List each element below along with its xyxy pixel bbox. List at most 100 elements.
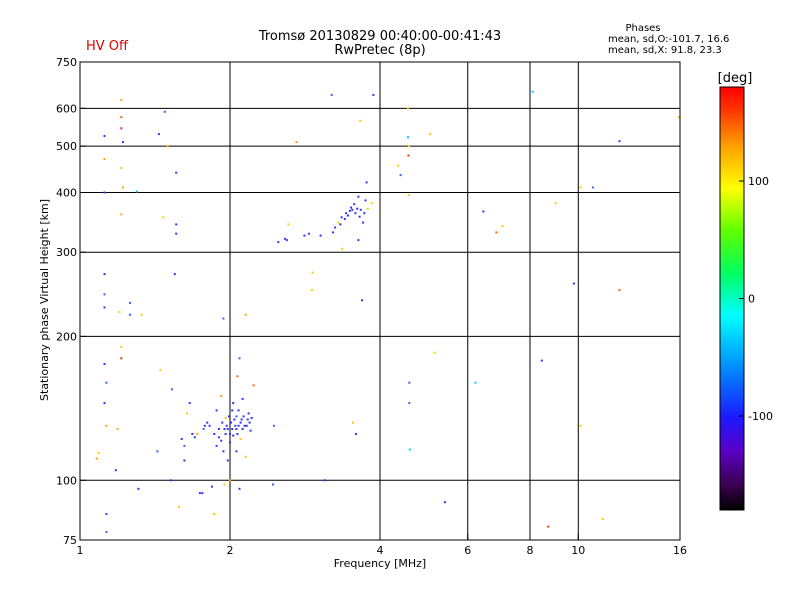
y-ticks: 75 100 200 300 400 500 600 750	[56, 56, 86, 547]
data-point	[353, 203, 356, 206]
y-tick-label: 400	[56, 186, 77, 199]
data-point	[162, 216, 165, 219]
data-point	[341, 247, 344, 250]
data-point	[357, 239, 360, 242]
data-point	[408, 402, 411, 405]
y-tick-label: 600	[56, 102, 77, 115]
data-point	[230, 421, 233, 424]
x-ticks: 1 2 4 6 8 10 16	[77, 534, 687, 557]
data-point	[408, 381, 411, 384]
data-point	[343, 218, 346, 220]
data-point	[217, 428, 220, 430]
data-point	[220, 439, 223, 442]
data-point	[105, 513, 108, 515]
data-point	[572, 282, 575, 285]
data-point	[237, 424, 240, 427]
grid-lines	[80, 62, 680, 540]
data-point	[231, 428, 234, 430]
data-point	[103, 191, 106, 194]
data-point	[406, 136, 409, 139]
y-tick-label: 200	[56, 330, 77, 343]
data-point	[157, 133, 160, 136]
data-point	[235, 450, 238, 453]
data-point	[246, 418, 249, 421]
x-tick-label: 8	[527, 544, 534, 557]
data-point	[303, 234, 306, 237]
data-point	[105, 424, 108, 427]
data-point	[356, 207, 359, 210]
data-point	[591, 186, 594, 189]
data-point	[250, 417, 253, 419]
data-point	[235, 415, 238, 418]
data-point	[140, 313, 143, 316]
data-point	[433, 351, 436, 354]
data-point	[238, 357, 241, 360]
data-point	[213, 513, 216, 515]
data-point	[156, 450, 159, 453]
data-point	[272, 424, 275, 427]
data-point	[362, 221, 365, 224]
data-point	[579, 186, 582, 189]
data-point	[135, 190, 138, 193]
data-point	[122, 186, 124, 189]
data-point	[406, 107, 409, 110]
data-point	[223, 483, 226, 486]
data-point	[186, 412, 189, 415]
data-point	[180, 438, 183, 440]
data-point	[118, 310, 121, 313]
colorbar-tick-label: 100	[748, 175, 769, 188]
data-point	[334, 226, 337, 229]
data-point	[103, 273, 106, 276]
data-point	[105, 530, 108, 533]
data-point	[337, 221, 340, 224]
data-point	[175, 171, 178, 174]
data-point	[407, 145, 410, 148]
data-point	[285, 239, 288, 242]
data-point	[223, 428, 226, 430]
data-point	[166, 145, 169, 148]
data-point	[239, 438, 242, 440]
data-point	[159, 369, 162, 372]
data-point	[120, 346, 123, 348]
data-point	[240, 418, 243, 421]
data-point	[242, 415, 245, 418]
stats-line-o: mean, sd,O:-101.7, 16.6	[608, 34, 729, 45]
data-point	[277, 241, 280, 244]
data-point	[217, 436, 220, 439]
data-point	[237, 409, 240, 412]
data-point	[244, 313, 247, 316]
data-point	[547, 525, 550, 528]
data-point	[443, 501, 446, 504]
status-label: HV Off	[86, 39, 129, 54]
data-point	[122, 141, 124, 144]
data-point	[495, 231, 498, 234]
data-point	[103, 363, 106, 366]
data-point	[202, 428, 205, 430]
colorbar-tick-label: 0	[748, 293, 755, 306]
data-point	[332, 231, 335, 234]
data-point	[531, 90, 534, 93]
data-point	[116, 428, 119, 430]
data-point	[355, 433, 357, 435]
data-point	[350, 206, 353, 209]
data-points	[95, 90, 680, 533]
data-point	[120, 167, 123, 169]
data-point	[540, 359, 543, 362]
x-tick-label: 16	[673, 544, 687, 557]
data-point	[236, 433, 239, 435]
data-point	[120, 116, 123, 119]
y-tick-label: 300	[56, 246, 77, 259]
colorbar-tick-label: -100	[748, 410, 773, 423]
data-point	[225, 424, 228, 427]
data-point	[310, 289, 313, 292]
data-point	[103, 402, 106, 405]
chart-subtitle: RwPretec (8p)	[334, 43, 425, 58]
data-point	[191, 433, 194, 435]
x-tick-label: 6	[464, 544, 471, 557]
data-point	[363, 212, 366, 215]
data-point	[163, 110, 166, 113]
data-point	[95, 457, 98, 460]
data-point	[120, 98, 123, 101]
stats-line-x: mean, sd,X: 91.8, 23.3	[608, 45, 722, 56]
